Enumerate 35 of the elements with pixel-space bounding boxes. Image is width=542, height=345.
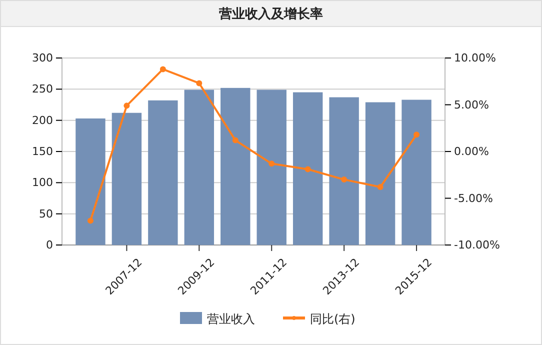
y-tick-label: 150 [32,145,53,158]
bar [402,100,432,245]
bar [220,88,250,245]
chart-title: 营业收入及增长率 [218,6,323,22]
bar [112,112,142,245]
point [124,102,130,109]
bar [148,100,178,245]
point [268,160,275,167]
point [341,176,348,183]
bar [76,118,106,245]
y2-tick-label: -5.00% [454,192,493,205]
point [377,184,384,190]
y-tick-label: 200 [32,114,53,127]
y2-tick-label: -10.00% [454,238,500,252]
point [414,132,420,138]
point [232,137,238,144]
point [87,218,94,224]
bar [292,92,323,245]
legend-label: 营业收入 [207,312,255,326]
y2-tick-label: 0.00% [454,145,489,158]
bar [329,97,359,245]
y-tick-label: 0 [46,238,53,252]
bar [184,90,214,245]
y2-tick-label: 10.00% [454,52,496,65]
y-tick-label: 100 [32,176,53,190]
point [196,80,202,86]
y-tick-label: 300 [32,52,53,65]
bar [256,90,286,245]
legend-label: 同比(右) [310,312,356,326]
y-tick-label: 250 [32,82,53,96]
y2-tick-label: 5.00% [454,98,489,112]
point [304,166,311,172]
point [160,66,166,72]
bar [365,102,396,245]
y-tick-label: 50 [39,207,53,220]
